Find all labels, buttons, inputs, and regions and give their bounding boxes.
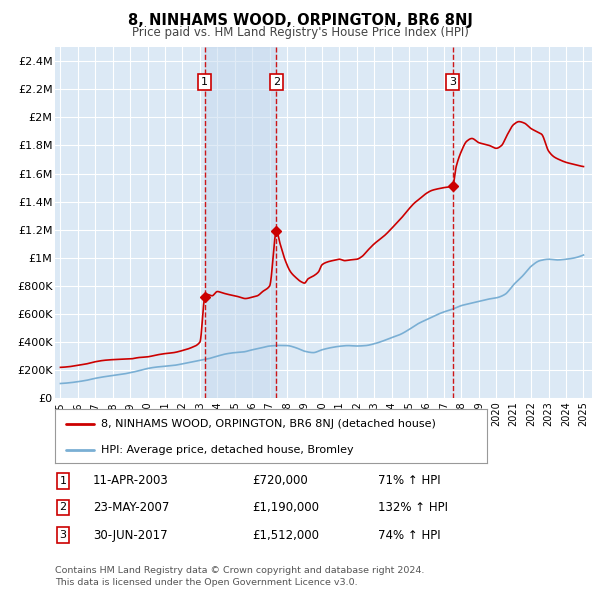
Text: Price paid vs. HM Land Registry's House Price Index (HPI): Price paid vs. HM Land Registry's House …	[131, 26, 469, 39]
Text: 71% ↑ HPI: 71% ↑ HPI	[378, 474, 440, 487]
Text: HPI: Average price, detached house, Bromley: HPI: Average price, detached house, Brom…	[101, 445, 353, 454]
Text: 2: 2	[273, 77, 280, 87]
Text: £720,000: £720,000	[252, 474, 308, 487]
Text: 3: 3	[59, 530, 67, 540]
Text: 132% ↑ HPI: 132% ↑ HPI	[378, 501, 448, 514]
Text: 2: 2	[59, 503, 67, 512]
Text: 11-APR-2003: 11-APR-2003	[93, 474, 169, 487]
Text: 3: 3	[449, 77, 456, 87]
Text: 23-MAY-2007: 23-MAY-2007	[93, 501, 169, 514]
Text: 1: 1	[59, 476, 67, 486]
Text: 8, NINHAMS WOOD, ORPINGTON, BR6 8NJ (detached house): 8, NINHAMS WOOD, ORPINGTON, BR6 8NJ (det…	[101, 419, 436, 429]
Text: 30-JUN-2017: 30-JUN-2017	[93, 529, 167, 542]
Text: 8, NINHAMS WOOD, ORPINGTON, BR6 8NJ: 8, NINHAMS WOOD, ORPINGTON, BR6 8NJ	[128, 13, 472, 28]
Text: 74% ↑ HPI: 74% ↑ HPI	[378, 529, 440, 542]
Bar	[205, 47, 277, 398]
Text: Contains HM Land Registry data © Crown copyright and database right 2024.
This d: Contains HM Land Registry data © Crown c…	[55, 566, 425, 587]
Text: £1,512,000: £1,512,000	[252, 529, 319, 542]
Text: £1,190,000: £1,190,000	[252, 501, 319, 514]
Text: 1: 1	[201, 77, 208, 87]
